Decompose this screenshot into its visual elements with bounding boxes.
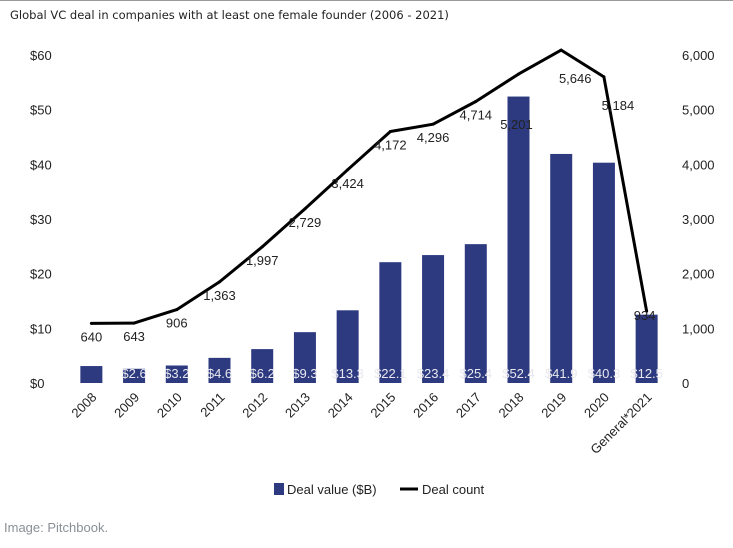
bar-value-label: $2.6 — [121, 366, 146, 381]
bar — [165, 365, 188, 383]
chart-title: Global VC deal in companies with at leas… — [10, 8, 449, 22]
bar — [550, 153, 573, 383]
left-tick-label: $0 — [30, 376, 44, 391]
line-point — [645, 309, 649, 313]
bar-value-label: $41.9 — [545, 366, 578, 381]
right-tick-label: 6,000 — [682, 48, 715, 63]
x-tick-label: 2017 — [453, 390, 484, 421]
bar — [592, 162, 615, 383]
line-value-label: 5,201 — [500, 117, 533, 132]
line-point — [388, 130, 392, 134]
line-point — [132, 321, 136, 325]
x-tick-label: 2015 — [367, 390, 398, 421]
bar-value-label: $3.2 — [164, 366, 189, 381]
line-value-labels: 640 643 906 1,363 1,997 2,729 3,424 4,172 4,296 4… — [81, 71, 656, 344]
right-tick-label: 4,000 — [682, 157, 715, 172]
bar-value-label: $4.6 — [207, 366, 232, 381]
left-tick-label: $30 — [30, 212, 52, 227]
x-tick-label: 2019 — [538, 390, 569, 421]
line-value-label: 3,424 — [331, 176, 364, 191]
right-tick-label: 0 — [682, 376, 689, 391]
line-point — [260, 245, 264, 249]
line-value-label: 4,714 — [460, 107, 493, 122]
bar-value-label: $6.2 — [250, 366, 275, 381]
legend: Deal value ($B) Deal count — [274, 482, 485, 497]
line-value-label: 1,363 — [203, 288, 236, 303]
right-tick-label: 1,000 — [682, 321, 715, 336]
x-tick-label: 2012 — [239, 390, 270, 421]
bar — [123, 368, 146, 383]
line-value-label: 5,646 — [559, 71, 592, 86]
bar — [336, 310, 359, 383]
x-tick-label: 2010 — [154, 390, 185, 421]
bar — [251, 349, 274, 383]
x-tick-label: 2014 — [325, 390, 356, 421]
bar — [80, 366, 103, 383]
legend-label-deal-value: Deal value ($B) — [287, 482, 377, 497]
line-value-label: 643 — [123, 329, 145, 344]
bar-value-labels: $2.6 $3.2 $4.6 $6.2 $9.3 $13.3 $22.1 $23.4 $25.4… — [121, 366, 663, 381]
bar-value-label: $52.4 — [502, 366, 535, 381]
right-axis: 0 1,000 2,000 3,000 4,000 5,000 6,000 — [682, 48, 715, 391]
bar-value-label: $40.3 — [588, 366, 621, 381]
x-axis: 2008 2009 2010 2011 2012 2013 2014 2015 2016 2017… — [68, 390, 654, 457]
line-value-label: 640 — [81, 329, 103, 344]
legend-swatch-bar — [274, 483, 284, 495]
line-value-label: 934 — [634, 308, 656, 323]
x-tick-label: 2009 — [111, 390, 142, 421]
left-tick-label: $40 — [30, 157, 52, 172]
bar-value-label: $22.1 — [374, 366, 407, 381]
line-value-label: 2,729 — [289, 215, 322, 230]
bar-value-label: $13.3 — [331, 366, 364, 381]
line-point — [303, 207, 307, 211]
bar — [464, 244, 487, 383]
line-point — [431, 122, 435, 126]
left-tick-label: $10 — [30, 321, 52, 336]
line-point — [89, 321, 93, 325]
line-point — [474, 99, 478, 103]
x-tick-label: 2018 — [496, 390, 527, 421]
line-value-label: 1,997 — [246, 253, 279, 268]
line-point — [175, 308, 179, 312]
bar-value-label: $9.3 — [292, 366, 317, 381]
left-tick-label: $50 — [30, 103, 52, 118]
right-tick-label: 5,000 — [682, 103, 715, 118]
line-series — [89, 48, 649, 325]
bar — [507, 96, 530, 384]
right-tick-label: 2,000 — [682, 267, 715, 282]
left-axis: $0 $10 $20 $30 $40 $50 $60 — [30, 48, 52, 391]
bar — [635, 314, 658, 383]
bar — [422, 255, 445, 383]
bar-value-label: $23.4 — [417, 366, 450, 381]
bar — [208, 357, 231, 383]
x-tick-label: 2013 — [282, 390, 313, 421]
left-tick-label: $60 — [30, 48, 52, 63]
x-tick-label: 2011 — [197, 390, 227, 420]
right-tick-label: 3,000 — [682, 212, 715, 227]
line-value-label: 4,296 — [417, 130, 450, 145]
deal-count-line — [91, 48, 649, 325]
bar — [293, 332, 316, 383]
line-value-label: 4,172 — [374, 138, 407, 153]
image-caption: Image: Pitchbook. — [4, 520, 109, 535]
x-tick-label: 2008 — [68, 390, 99, 421]
legend-label-deal-count: Deal count — [422, 482, 485, 497]
line-value-label: 906 — [166, 316, 188, 331]
chart-svg: $0 $10 $20 $30 $40 $50 $60 0 1,000 2,000 3,000 4,0… — [30, 48, 715, 497]
x-tick-label: 2020 — [581, 390, 612, 421]
line-point — [346, 168, 350, 172]
line-point — [602, 75, 606, 79]
bar — [379, 262, 402, 383]
bar-value-label: $12.5 — [630, 366, 663, 381]
line-value-label: 5,184 — [602, 98, 635, 113]
x-tick-label: 2016 — [410, 390, 441, 421]
bar-value-label: $25.4 — [460, 366, 493, 381]
chart-frame — [0, 0, 733, 1]
line-point — [218, 280, 221, 284]
bar-series — [80, 96, 658, 384]
line-point — [517, 72, 520, 76]
line-point — [559, 48, 563, 52]
left-tick-label: $20 — [30, 267, 52, 282]
